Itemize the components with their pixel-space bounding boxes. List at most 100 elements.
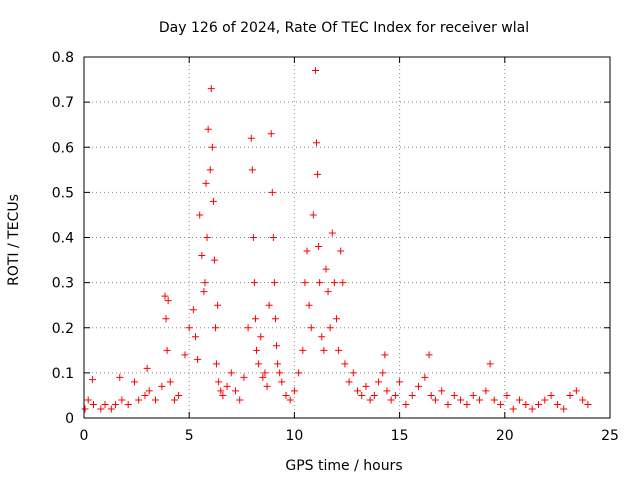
data-points [81, 67, 592, 413]
data-point [267, 130, 275, 138]
data-point [215, 378, 223, 386]
data-point [161, 292, 169, 300]
y-tick-label: 0 [65, 411, 74, 427]
data-point [248, 166, 256, 174]
data-point [381, 351, 389, 359]
data-point [263, 382, 271, 390]
data-point [135, 396, 143, 404]
y-tick-label: 0.1 [52, 366, 74, 382]
data-point [318, 333, 326, 341]
y-tick-label: 0.3 [52, 276, 74, 292]
data-point [271, 315, 279, 323]
data-point [212, 324, 219, 332]
data-point [482, 387, 490, 395]
data-point [249, 234, 257, 241]
data-point [358, 391, 366, 399]
data-point [335, 346, 343, 354]
data-point [566, 391, 574, 399]
data-point [207, 85, 215, 93]
data-point [391, 391, 399, 399]
data-point [541, 396, 549, 404]
data-point [547, 391, 555, 399]
data-point [315, 243, 323, 251]
data-point [196, 211, 204, 219]
data-point [303, 247, 311, 255]
y-axis-label: ROTI / TECUs [6, 194, 22, 286]
data-point [457, 396, 465, 404]
data-point [425, 351, 433, 359]
data-point [322, 265, 330, 273]
data-point [209, 197, 217, 205]
data-point [497, 400, 505, 408]
x-tick-label: 15 [391, 428, 409, 444]
data-point [324, 288, 332, 296]
data-point [236, 396, 244, 404]
data-point [345, 378, 353, 386]
data-point [579, 396, 587, 404]
data-point [89, 400, 97, 408]
data-point [231, 387, 239, 395]
data-point [170, 396, 178, 404]
data-point [251, 315, 259, 323]
chart-title: Day 126 of 2024, Rate Of TEC Index for r… [159, 20, 529, 36]
data-point [534, 400, 542, 408]
data-point [328, 229, 336, 237]
data-point [584, 400, 592, 408]
data-point [431, 396, 439, 404]
data-point [311, 67, 319, 75]
data-point [116, 373, 124, 381]
data-point [560, 405, 568, 413]
data-point [194, 355, 202, 363]
data-point [269, 234, 277, 241]
data-point [227, 369, 235, 377]
data-point [444, 400, 452, 408]
data-point [217, 387, 225, 395]
data-point [463, 400, 471, 408]
data-point [210, 256, 218, 264]
data-point [387, 396, 395, 404]
x-axis-label: GPS time / hours [285, 458, 402, 474]
data-point [276, 369, 284, 377]
data-point [88, 376, 96, 384]
data-point [253, 346, 261, 354]
data-point [152, 396, 160, 404]
data-point [299, 346, 307, 354]
data-point [330, 279, 338, 287]
data-point [503, 391, 511, 399]
data-point [223, 382, 231, 390]
data-point [572, 387, 580, 395]
data-point [312, 139, 320, 147]
data-point [130, 378, 138, 386]
data-point [192, 333, 200, 341]
x-tick-label: 25 [601, 428, 619, 444]
data-point [339, 279, 347, 287]
data-point [301, 279, 309, 287]
data-point [257, 333, 265, 341]
data-point [259, 373, 267, 381]
data-point [97, 405, 105, 413]
data-point [553, 400, 561, 408]
data-point [240, 373, 248, 381]
data-point [204, 125, 212, 133]
data-point [265, 301, 273, 309]
data-point [476, 396, 484, 404]
data-point [314, 170, 322, 178]
x-tick-label: 10 [285, 428, 303, 444]
data-point [166, 378, 174, 386]
data-point [163, 346, 171, 354]
data-point [124, 400, 132, 408]
data-point [201, 279, 209, 287]
data-point [486, 360, 494, 368]
data-point [81, 405, 89, 413]
data-point [450, 391, 458, 399]
data-point [522, 400, 530, 408]
data-point [175, 391, 183, 399]
data-point [185, 324, 193, 332]
y-tick-label: 0.5 [52, 185, 74, 201]
y-tick-label: 0.6 [52, 140, 74, 156]
data-point [370, 391, 378, 399]
data-point [427, 391, 435, 399]
data-point [396, 378, 404, 386]
data-point [250, 279, 258, 287]
data-point [286, 396, 294, 404]
